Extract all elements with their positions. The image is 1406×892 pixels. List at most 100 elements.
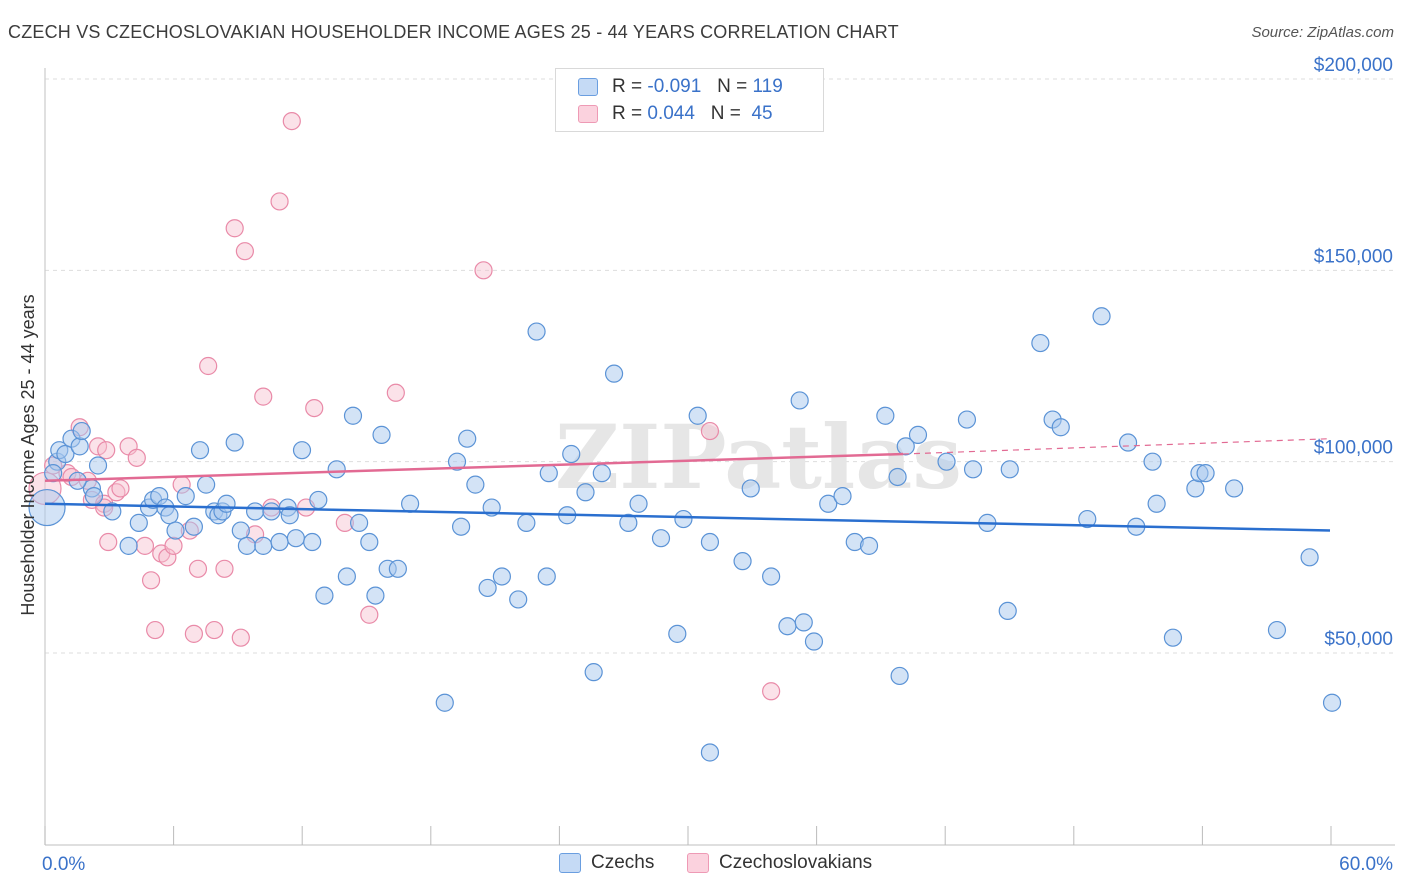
czechs-point [733, 552, 752, 571]
czechs-point [674, 509, 693, 529]
czechs-point [292, 441, 312, 460]
czechs-point [668, 624, 687, 643]
czechs-point [119, 536, 138, 555]
czechs-point [72, 421, 91, 441]
czechs-point [629, 494, 648, 513]
czechoslovakians-point [305, 398, 324, 418]
czechs-point [458, 429, 477, 448]
czechs-point [700, 743, 720, 762]
czechs-point [350, 513, 369, 532]
watermark: ZIPatlas [555, 405, 962, 509]
czechs-point [592, 464, 611, 483]
czechs-point [509, 590, 528, 609]
czechs-point [447, 452, 467, 471]
czechs-point [217, 494, 236, 513]
czechs-point [876, 406, 895, 425]
czechoslovakians-trend-line [44, 452, 904, 483]
czechoslovakians-point [474, 261, 493, 280]
czechs-point [388, 559, 407, 578]
legend-r-value: -0.091 [647, 76, 702, 97]
bottom-swatch-pink [687, 853, 709, 873]
czechs-point [343, 406, 363, 425]
czechs-point [963, 460, 983, 479]
czechs-point [584, 663, 603, 682]
czechs-point [286, 529, 305, 548]
y-tick-label: $150,000 [1314, 246, 1393, 267]
czechs-point [833, 487, 852, 506]
legend-row-czechs: R = -0.091 N = 119 [578, 74, 783, 100]
czechs-point [937, 452, 956, 471]
czechoslovakians-point [111, 479, 130, 498]
czechs-point [1031, 333, 1050, 353]
czechs-point [1163, 628, 1183, 647]
czechs-point [70, 437, 89, 456]
czechs-point [262, 502, 281, 521]
czechs-point [270, 532, 289, 552]
legend: R = -0.091 N = 119 R = 0.044 N = 45 [555, 68, 824, 132]
czechs-point [1078, 509, 1097, 529]
czechoslovakians-point [386, 383, 405, 402]
czechs-point [225, 433, 244, 452]
bottom-legend-label: Czechs [591, 852, 655, 873]
czechoslovakians-point [127, 448, 146, 467]
czechs-point [1196, 464, 1215, 483]
czechs-point [372, 425, 391, 444]
czechs-point [1092, 307, 1111, 326]
czechs-point [1225, 479, 1244, 498]
czechs-point [44, 464, 63, 483]
czechs-point [197, 475, 216, 494]
bottom-legend-czechs: Czechs [559, 852, 654, 874]
czechoslovakians-point [99, 532, 118, 552]
czechoslovakians-point [184, 624, 203, 643]
y-tick-label: $100,000 [1314, 438, 1393, 459]
czechs-points [28, 307, 1342, 762]
czechs-point [231, 521, 250, 540]
czechs-point [1267, 620, 1287, 640]
czechs-point [778, 617, 797, 636]
czechs-point [190, 441, 210, 460]
czechs-point [688, 406, 707, 425]
czechs-point [435, 693, 454, 712]
czechs-point [804, 632, 824, 651]
czechoslovakians-point [141, 571, 161, 590]
czechs-point [1147, 494, 1166, 513]
czechoslovakians-point [215, 559, 234, 578]
legend-n-label: N = [717, 76, 748, 97]
tick-labels: $50,000 $100,000 $150,000 $200,000 0.0% 60.0% [42, 55, 1393, 875]
czechs-point [651, 529, 671, 548]
czechs-point [794, 613, 813, 632]
czechs-point [28, 488, 66, 527]
czechs-point [619, 513, 638, 532]
czechs-point [303, 532, 322, 552]
czechoslovakians-point [282, 111, 301, 131]
czechs-point [819, 494, 838, 513]
czechs-point [576, 483, 595, 502]
czechoslovakians-point [254, 387, 273, 406]
y-axis-label: Householder Income Ages 25 - 44 years [18, 294, 38, 615]
czechs-point [1000, 460, 1019, 479]
trend-lines [44, 438, 1331, 532]
czechs-point [309, 490, 328, 510]
czechs-point [451, 517, 471, 536]
czechs-trend-line [44, 502, 1331, 532]
legend-r-value: 0.044 [647, 103, 695, 124]
chart-title: CZECH VS CZECHOSLOVAKIAN HOUSEHOLDER INC… [8, 22, 899, 42]
czechs-point [366, 586, 385, 605]
czechs-point [527, 322, 546, 341]
legend-swatch-pink [578, 105, 598, 123]
legend-n-value: 45 [751, 103, 773, 124]
czechs-point [998, 601, 1017, 621]
czechs-point [360, 532, 379, 552]
czechs-point [1186, 479, 1205, 498]
czechs-point [700, 532, 720, 552]
czechs-point [466, 475, 485, 494]
czechs-point [762, 567, 781, 586]
czechoslovakians-point [231, 628, 250, 647]
czechoslovakians-point [135, 536, 155, 555]
czechoslovakians-point [199, 356, 218, 376]
y-tick-label: $50,000 [1324, 629, 1393, 650]
czechs-point [129, 513, 148, 532]
czechs-point [245, 502, 265, 521]
czechs-point [1300, 548, 1319, 567]
